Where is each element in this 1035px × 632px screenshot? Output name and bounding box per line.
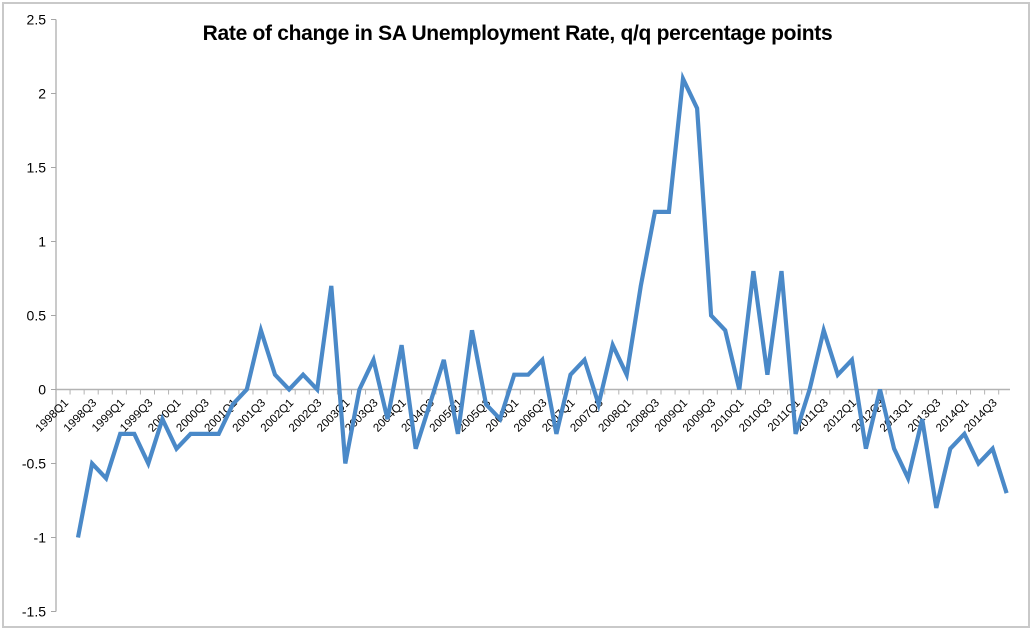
y-tick-label: -1.5 [22, 604, 46, 620]
y-tick-label: 0 [38, 382, 46, 398]
y-tick-label: 0.5 [27, 308, 47, 324]
x-axis [56, 388, 1010, 395]
x-axis-labels: 1998Q11998Q31999Q11999Q32000Q12000Q32001… [34, 397, 1000, 434]
y-tick-label: 2 [38, 86, 46, 102]
y-tick-label: 1.5 [27, 160, 47, 176]
y-axis: 2.5 2 1.5 1 0.5 0 -0.5 -1 -1.5 [22, 12, 57, 620]
y-tick-label: -1 [34, 530, 47, 546]
y-tick-label: 2.5 [27, 12, 47, 28]
y-tick-label: -0.5 [22, 456, 46, 472]
series-line [75, 71, 1009, 538]
y-tick-label: 1 [38, 234, 46, 250]
chart-title: Rate of change in SA Unemployment Rate, … [202, 22, 833, 45]
